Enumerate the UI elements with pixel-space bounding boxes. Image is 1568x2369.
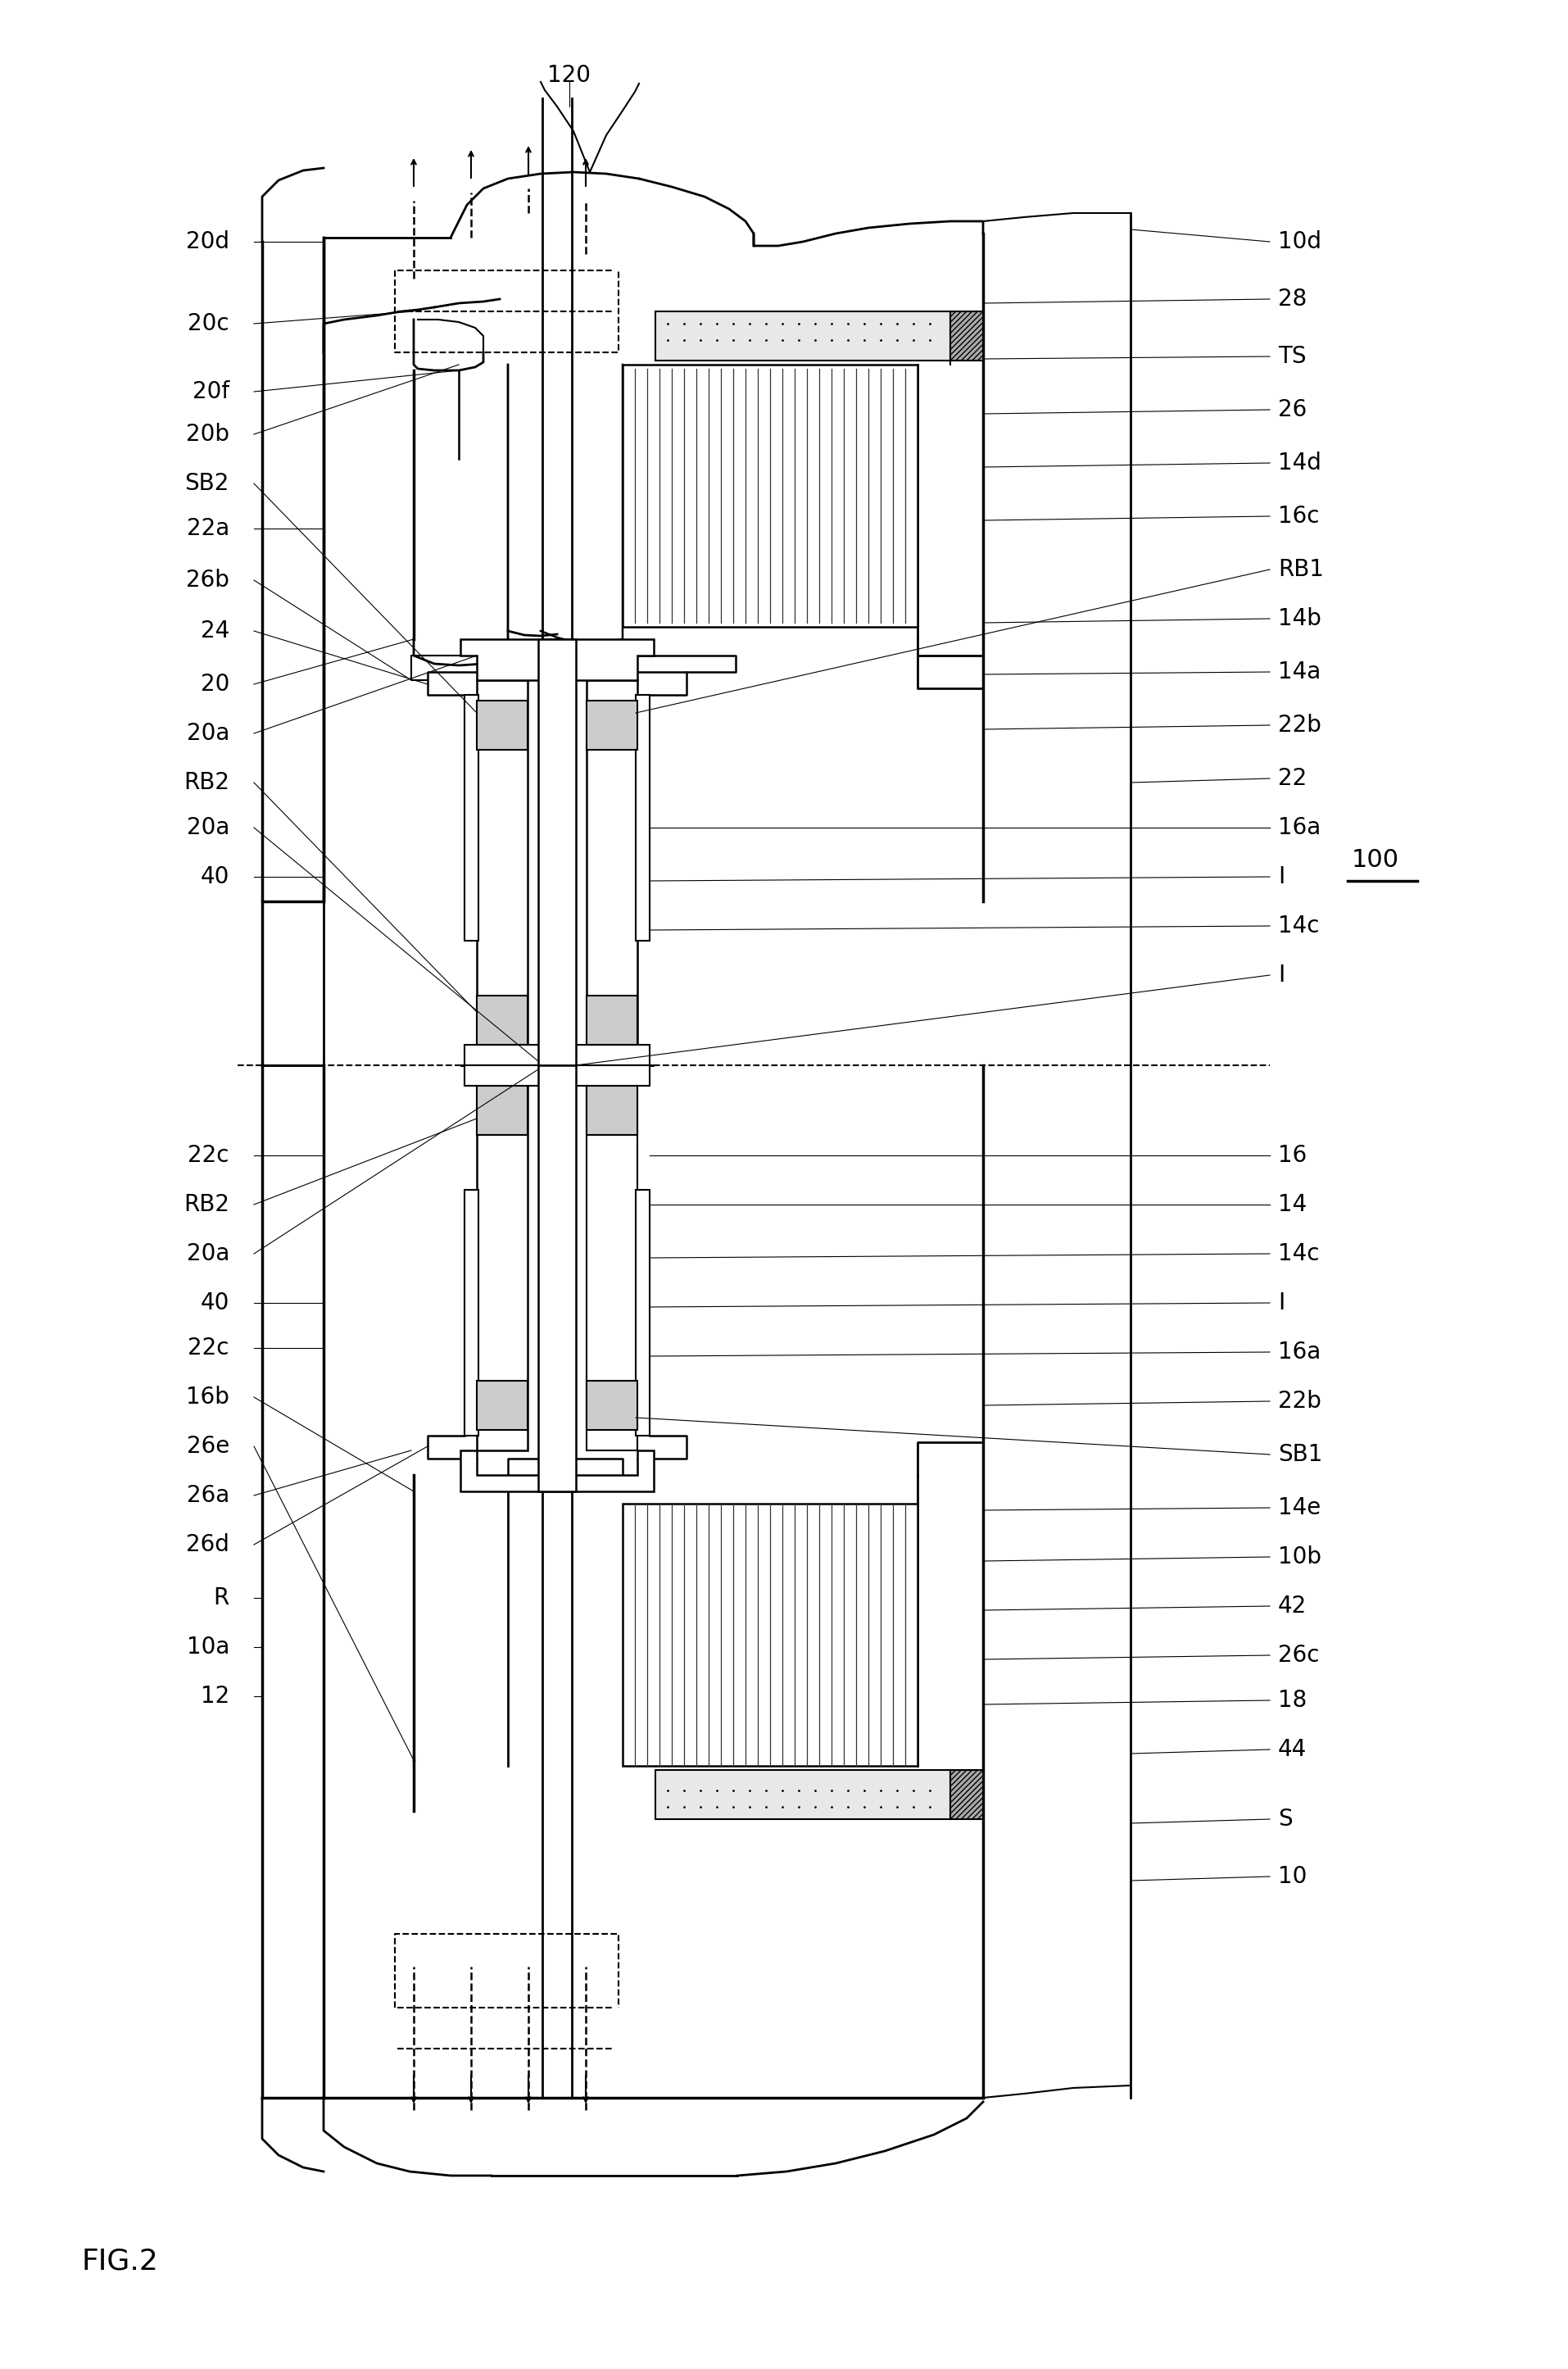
Bar [586,680,637,1066]
Polygon shape [459,1450,654,1492]
Text: 14b: 14b [1278,606,1320,630]
Text: 10d: 10d [1278,230,1320,253]
Bar [655,1770,950,1819]
Bar [477,1381,527,1431]
Text: 14e: 14e [1278,1497,1320,1519]
Text: 40: 40 [201,865,229,888]
Polygon shape [538,640,575,1066]
Bar [635,1189,649,1436]
Text: I: I [1278,964,1284,986]
Text: 16a: 16a [1278,817,1320,839]
Bar [477,1066,527,1450]
Text: 28: 28 [1278,287,1306,310]
Text: 26c: 26c [1278,1644,1319,1668]
Text: 22b: 22b [1278,1391,1320,1412]
Bar [586,1381,637,1431]
Text: 26e: 26e [187,1436,229,1457]
Text: 22: 22 [1278,768,1306,789]
Text: 12: 12 [201,1684,229,1708]
Text: 26: 26 [1278,398,1306,422]
Bar [586,995,637,1045]
Text: 10a: 10a [187,1635,229,1658]
Text: 100: 100 [1352,848,1399,872]
Text: 44: 44 [1278,1739,1306,1760]
Polygon shape [538,1066,575,1492]
Text: 22c: 22c [188,1336,229,1360]
Text: 16a: 16a [1278,1341,1320,1365]
Text: 20a: 20a [187,1241,229,1265]
Text: 20d: 20d [187,230,229,253]
Text: 14a: 14a [1278,661,1320,682]
Text: RB1: RB1 [1278,559,1323,580]
Text: 120: 120 [547,64,591,88]
Text: 42: 42 [1278,1594,1306,1618]
Text: RB2: RB2 [183,1194,229,1215]
Text: 24: 24 [201,621,229,642]
Text: 14d: 14d [1278,452,1320,474]
Text: 20a: 20a [187,817,229,839]
Text: S: S [1278,1808,1292,1831]
Text: 14c: 14c [1278,1241,1319,1265]
Text: 40: 40 [201,1291,229,1315]
Text: I: I [1278,865,1284,888]
Bar [635,694,649,940]
Bar [477,995,527,1045]
Bar [464,1189,478,1436]
Bar [622,365,917,628]
Text: 22c: 22c [188,1144,229,1168]
Text: 26b: 26b [187,569,229,592]
Text: 14c: 14c [1278,914,1319,938]
Text: FIG.2: FIG.2 [82,2248,158,2277]
Text: 16c: 16c [1278,505,1319,528]
Bar [655,310,950,360]
Text: 22a: 22a [187,516,229,540]
Text: 14: 14 [1278,1194,1306,1215]
Bar [477,701,527,749]
Bar [586,1085,637,1135]
Bar [586,1066,637,1450]
Bar [950,310,983,360]
Text: I: I [1278,1291,1284,1315]
Text: 26a: 26a [187,1483,229,1507]
Bar [477,680,527,1066]
Text: R: R [213,1587,229,1609]
Text: SB2: SB2 [185,471,229,495]
Bar [622,1504,917,1765]
Text: 22b: 22b [1278,713,1320,737]
Polygon shape [459,640,654,680]
Bar [464,694,478,940]
Text: 20c: 20c [188,313,229,334]
Text: 18: 18 [1278,1689,1306,1713]
Text: 20a: 20a [187,723,229,744]
Text: 16b: 16b [187,1386,229,1410]
Bar [477,1085,527,1135]
Bar [586,701,637,749]
Polygon shape [464,1066,649,1085]
Polygon shape [464,1045,649,1066]
Text: 10: 10 [1278,1864,1306,1888]
Text: 20: 20 [201,673,229,696]
Text: 20f: 20f [193,379,229,403]
Text: 26d: 26d [187,1533,229,1556]
Text: 16: 16 [1278,1144,1306,1168]
Polygon shape [459,1045,654,1066]
Text: 10b: 10b [1278,1545,1320,1568]
Text: SB1: SB1 [1278,1443,1322,1466]
Bar [950,1770,983,1819]
Text: TS: TS [1278,346,1306,367]
Text: RB2: RB2 [183,770,229,794]
Text: 20b: 20b [187,422,229,445]
